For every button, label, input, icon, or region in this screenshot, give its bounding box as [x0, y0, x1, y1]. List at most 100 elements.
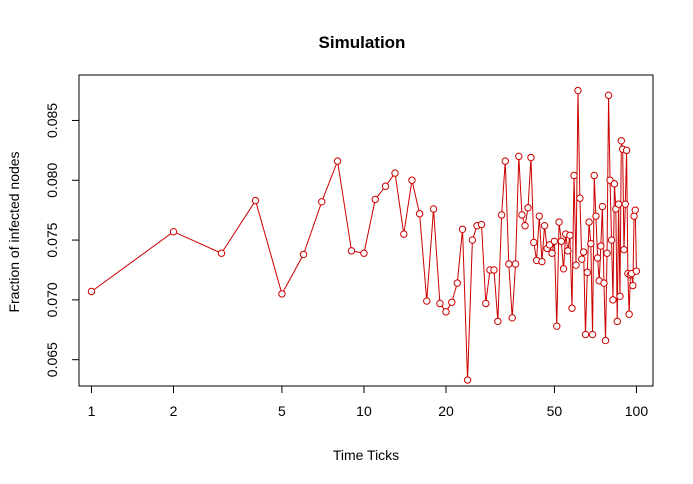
data-point	[515, 152, 523, 161]
data-point	[630, 212, 638, 220]
data-point	[603, 249, 611, 257]
data-point	[535, 212, 543, 220]
x-tick-label: 5	[278, 403, 286, 419]
data-point	[436, 299, 444, 308]
data-point	[333, 157, 342, 165]
data-point	[408, 176, 416, 184]
data-point	[251, 196, 260, 205]
data-point	[400, 230, 408, 238]
data-point	[617, 137, 626, 145]
data-point	[600, 279, 608, 287]
data-point	[616, 292, 624, 300]
data-point	[550, 237, 559, 245]
y-tick-label: 0.075	[44, 222, 60, 257]
data-point	[318, 198, 326, 206]
data-point	[598, 202, 607, 211]
data-point	[631, 206, 639, 214]
y-tick-label: 0.070	[44, 282, 60, 317]
data-point	[278, 290, 286, 298]
y-tick-label: 0.065	[44, 342, 60, 377]
data-point	[391, 169, 399, 177]
data-point	[588, 330, 597, 339]
data-point	[169, 228, 178, 236]
data-point	[592, 212, 600, 220]
data-point	[360, 249, 368, 257]
data-point	[538, 257, 546, 266]
data-point	[590, 171, 598, 180]
data-point	[477, 220, 486, 229]
plot-frame	[78, 74, 654, 387]
data-point	[347, 247, 356, 255]
data-point	[632, 267, 641, 275]
data-point	[490, 266, 498, 274]
data-point	[501, 157, 509, 165]
y-axis-label: Fraction of infected nodes	[6, 151, 22, 312]
data-point	[415, 210, 424, 218]
data-point	[468, 236, 477, 244]
data-point	[620, 245, 628, 254]
data-point	[442, 308, 450, 316]
x-tick-label: 2	[170, 403, 178, 419]
data-point	[521, 222, 529, 230]
data-point	[579, 248, 588, 256]
data-point	[574, 86, 582, 95]
data-point	[587, 239, 595, 248]
data-point	[601, 336, 610, 345]
data-point	[585, 218, 593, 226]
data-point	[463, 376, 472, 384]
data-point	[597, 242, 605, 250]
x-axis-label: Time Ticks	[333, 447, 399, 463]
data-point	[625, 310, 633, 318]
data-point	[511, 260, 520, 268]
data-point	[482, 299, 490, 308]
data-point	[381, 182, 390, 190]
data-point	[610, 180, 619, 188]
data-point	[505, 260, 513, 268]
data-point	[497, 211, 506, 219]
data-point	[622, 146, 631, 155]
data-point	[448, 298, 456, 306]
data-point	[621, 200, 629, 208]
data-point	[609, 296, 617, 304]
data-point	[593, 254, 602, 262]
y-tick-label: 0.080	[44, 163, 60, 198]
data-point	[566, 231, 574, 239]
data-point	[578, 255, 586, 263]
data-point	[429, 205, 438, 213]
data-point	[524, 204, 532, 212]
x-axis: 1 2 5 10 20 50 100	[88, 385, 649, 419]
data-point	[576, 194, 584, 202]
data-point	[494, 317, 502, 326]
data-point	[530, 238, 538, 247]
data-point	[453, 279, 461, 287]
data-point	[87, 287, 96, 296]
data-point	[607, 236, 616, 244]
data-point	[371, 195, 379, 204]
data-point	[614, 200, 623, 208]
data-point	[583, 268, 591, 277]
series-layer	[87, 86, 641, 384]
data-point	[458, 225, 467, 234]
data-point	[508, 314, 516, 322]
data-point	[518, 211, 526, 219]
x-tick-label: 10	[356, 403, 372, 419]
data-point	[553, 322, 561, 330]
data-point	[568, 304, 576, 312]
data-point	[581, 330, 590, 339]
data-point	[564, 247, 572, 255]
x-tick-label: 20	[438, 403, 454, 419]
y-axis: 0.065 0.070 0.075 0.080 0.085	[44, 103, 80, 377]
y-tick-label: 0.085	[44, 103, 60, 138]
x-tick-label: 50	[547, 403, 563, 419]
data-point	[557, 237, 566, 245]
data-point	[527, 153, 535, 162]
data-point	[217, 249, 226, 257]
x-tick-label: 100	[625, 403, 649, 419]
data-point	[629, 281, 637, 290]
data-point	[545, 241, 554, 249]
x-tick-label: 1	[88, 403, 96, 419]
series-line	[91, 90, 637, 381]
data-point	[423, 297, 431, 305]
data-point	[540, 222, 549, 230]
